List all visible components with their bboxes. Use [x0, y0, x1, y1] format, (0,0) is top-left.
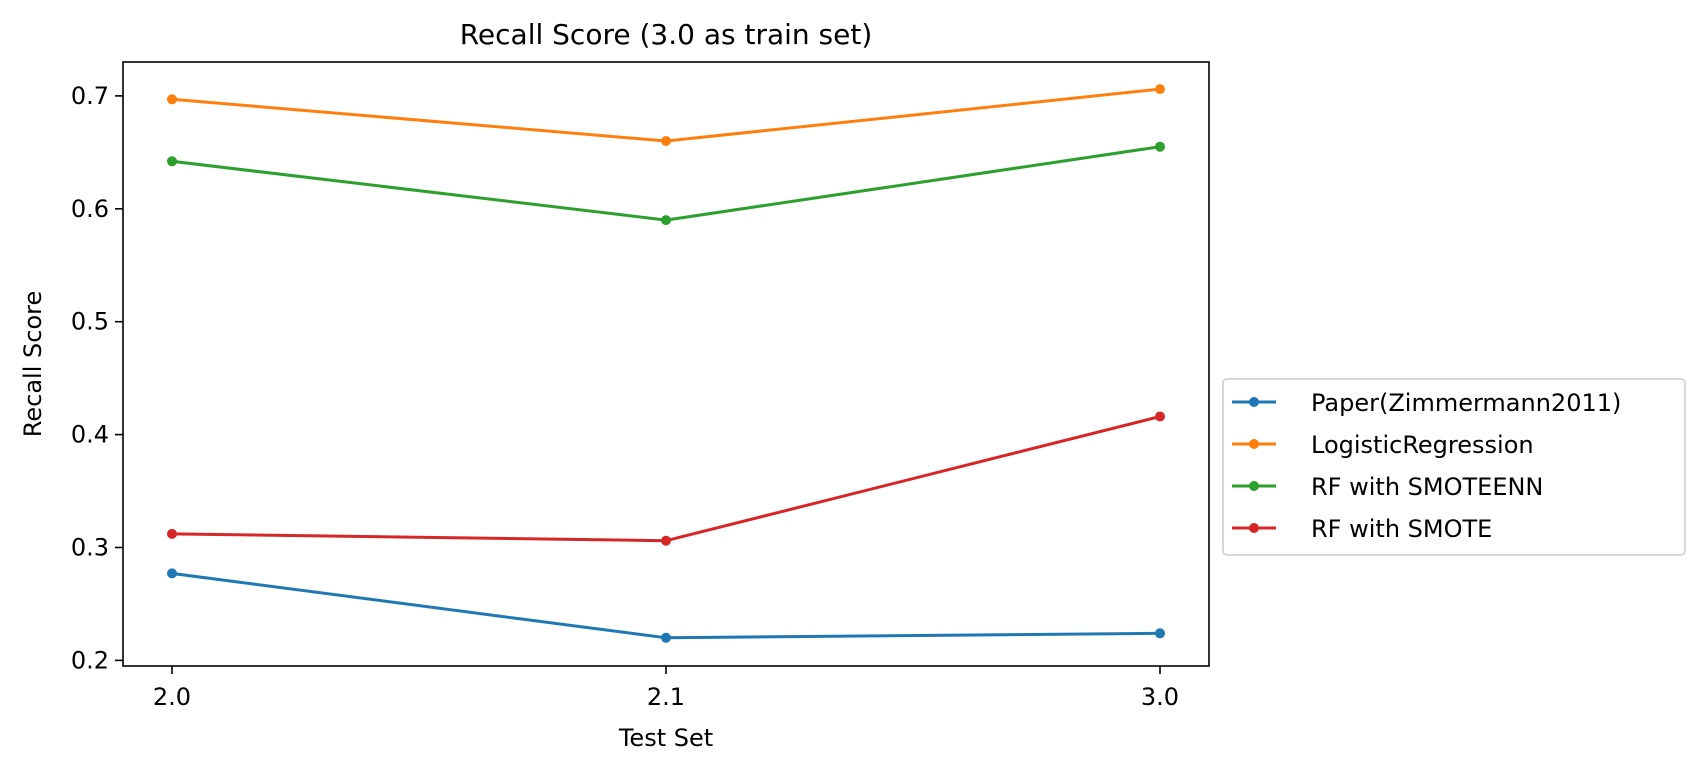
y-axis-label: Recall Score: [19, 291, 47, 437]
legend-swatch-marker: [1249, 523, 1259, 533]
series-line: [170, 571, 1162, 640]
series-4: [167, 411, 1165, 546]
data-point: [661, 632, 671, 643]
x-tick-label: 3.0: [1141, 683, 1179, 711]
axis-layer: 2.0 2.1 3.0 0.2 0.3 0.4 0.5 0.6 0.7: [71, 61, 1210, 711]
y-tick-label: 0.7: [71, 82, 109, 110]
series-line: [170, 144, 1162, 222]
series-line: [170, 414, 1162, 543]
x-tick-label: 2.1: [647, 683, 685, 711]
legend-swatch-marker: [1249, 481, 1259, 491]
legend-entry: RF with SMOTEENN: [1232, 473, 1543, 501]
legend-label: RF with SMOTEENN: [1311, 473, 1543, 501]
data-point: [1155, 84, 1165, 95]
series-3: [167, 141, 1165, 226]
data-point: [661, 535, 671, 546]
legend-label: Paper(Zimmermann2011): [1311, 389, 1621, 417]
legend-swatch-marker: [1249, 439, 1259, 449]
series-line: [170, 87, 1162, 143]
x-tick-label: 2.0: [153, 683, 191, 711]
y-tick-label: 0.3: [71, 534, 109, 562]
data-point: [167, 568, 177, 579]
legend-label: RF with SMOTE: [1311, 515, 1492, 543]
data-point: [1155, 141, 1165, 152]
data-point: [167, 94, 177, 105]
legend-entry: LogisticRegression: [1232, 431, 1534, 459]
data-point: [167, 156, 177, 167]
data-point: [167, 528, 177, 539]
series-layer: [167, 84, 1165, 643]
legend-entry: Paper(Zimmermann2011): [1232, 389, 1621, 417]
data-point: [1155, 628, 1165, 639]
series-1: [167, 568, 1165, 643]
data-point: [661, 215, 671, 226]
legend-label: LogisticRegression: [1311, 431, 1534, 459]
y-tick-label: 0.4: [71, 421, 109, 449]
data-point: [1155, 411, 1165, 422]
legend-entry: RF with SMOTE: [1232, 515, 1492, 543]
legend-swatch-marker: [1249, 397, 1259, 407]
series-2: [167, 84, 1165, 146]
plot-frame: [122, 61, 1210, 667]
legend-box: [1222, 378, 1686, 556]
chart-title: Recall Score (3.0 as train set): [460, 18, 873, 51]
legend: Paper(Zimmermann2011) LogisticRegression R…: [1222, 378, 1686, 556]
y-tick-label: 0.6: [71, 195, 109, 223]
x-axis-label: Test Set: [618, 724, 713, 752]
data-point: [661, 136, 671, 146]
y-tick-label: 0.2: [71, 646, 109, 674]
y-tick-label: 0.5: [71, 308, 109, 336]
